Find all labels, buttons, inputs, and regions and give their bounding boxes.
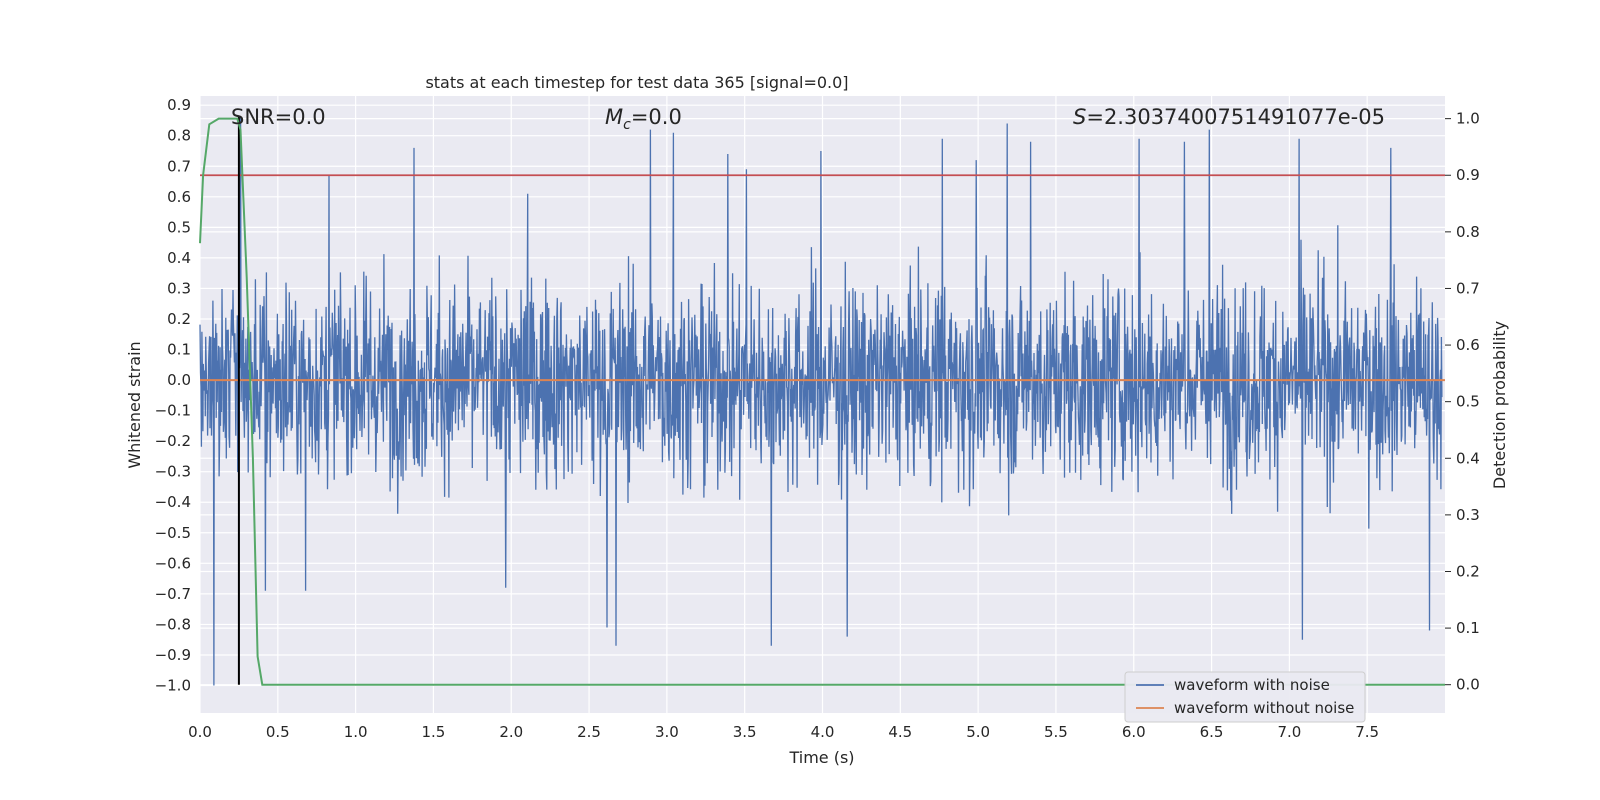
legend-label-noise: waveform with noise	[1174, 676, 1330, 694]
y2-tick-label: 0.6	[1456, 336, 1480, 354]
y-tick-label: 0.4	[167, 249, 191, 267]
ticks: 0.0 0.5 1.0 1.5 2.0 2.5 3.0 3.5 4.0 4.5 5.0 5.5 6.0 6…	[155, 96, 1480, 741]
waveform-with-noise-line	[199, 117, 1443, 686]
snr-annotation: SNR=0.0	[231, 105, 326, 129]
y-axis-label: Whitened strain	[125, 341, 144, 468]
y-tick-label: −0.9	[155, 646, 191, 664]
legend-box	[1124, 671, 1366, 723]
x-tick-label: 7.5	[1355, 723, 1379, 741]
chirp-mass-subscript: c	[623, 117, 631, 133]
y-tick-label: 0.8	[167, 127, 191, 145]
x-tick-label: 1.0	[344, 723, 368, 741]
y-tick-label: 0.0	[167, 371, 191, 389]
chirp-mass-value: =0.0	[631, 105, 682, 129]
y2-tick-label: 0.2	[1456, 562, 1480, 580]
y2-tick-label: 0.7	[1456, 279, 1480, 297]
x-tick-label: 3.0	[655, 723, 679, 741]
y-tick-label: 0.1	[167, 341, 191, 359]
y-tick-label: −0.8	[155, 615, 191, 633]
x-axis-label: Time (s)	[788, 748, 854, 767]
y-tick-label: −1.0	[155, 677, 191, 695]
x-tick-label: 7.0	[1277, 723, 1301, 741]
y-tick-label: −0.2	[155, 432, 191, 450]
y-tick-label: 0.9	[167, 96, 191, 114]
detection-probability-line	[199, 117, 1445, 686]
y2-tick-label: 1.0	[1456, 110, 1480, 128]
y-tick-label: 0.5	[167, 218, 191, 236]
statistic-symbol: S	[1073, 105, 1086, 129]
x-tick-label: 3.5	[733, 723, 757, 741]
x-tick-label: 0.0	[188, 723, 212, 741]
statistic-annotation: S=2.3037400751491077e-05	[1073, 105, 1385, 129]
legend-label-clean: waveform without noise	[1174, 699, 1354, 717]
x-tick-label: 2.5	[577, 723, 601, 741]
y-tick-label: 0.2	[167, 310, 191, 328]
x-tick-label: 5.0	[966, 723, 990, 741]
x-tick-label: 5.5	[1044, 723, 1068, 741]
chirp-mass-annotation: Mc=0.0	[605, 105, 682, 133]
y2-tick-label: 0.3	[1456, 506, 1480, 524]
y2-axis-label: Detection probability	[1490, 321, 1509, 489]
legend: waveform with noise waveform without noi…	[1124, 671, 1366, 723]
y-tick-label: −0.5	[155, 524, 191, 542]
x-tick-label: 2.0	[499, 723, 523, 741]
y-tick-label: 0.3	[167, 279, 191, 297]
chart-title: stats at each timestep for test data 365…	[425, 73, 848, 92]
y2-tick-label: 0.5	[1456, 393, 1480, 411]
x-tick-label: 4.0	[811, 723, 835, 741]
waveform-with-noise-series	[199, 117, 1443, 686]
y-tick-label: −0.4	[155, 493, 191, 511]
y-tick-label: −0.3	[155, 463, 191, 481]
statistic-value: =2.3037400751491077e-05	[1086, 105, 1385, 129]
y-tick-label: 0.6	[167, 188, 191, 206]
y-tick-label: −0.7	[155, 585, 191, 603]
y-tick-label: −0.6	[155, 554, 191, 572]
y2-tick-label: 0.4	[1456, 449, 1480, 467]
x-tick-label: 4.5	[888, 723, 912, 741]
y-tick-label: 0.7	[167, 157, 191, 175]
x-tick-label: 6.5	[1200, 723, 1224, 741]
x-tick-label: 6.0	[1122, 723, 1146, 741]
y2-tick-label: 0.0	[1456, 676, 1480, 694]
x-tick-label: 0.5	[266, 723, 290, 741]
y2-tick-label: 0.1	[1456, 619, 1480, 637]
chirp-mass-symbol: M	[605, 105, 623, 129]
y2-tick-label: 0.8	[1456, 223, 1480, 241]
overlay-lines	[199, 116, 1445, 686]
y-tick-label: −0.1	[155, 402, 191, 420]
x-tick-label: 1.5	[422, 723, 446, 741]
y2-tick-label: 0.9	[1456, 166, 1480, 184]
